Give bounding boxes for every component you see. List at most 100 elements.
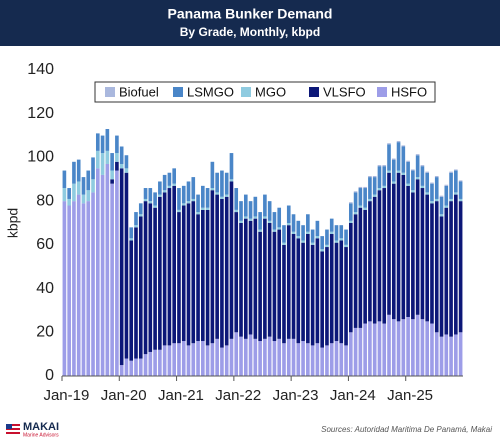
- bar-segment: [411, 170, 415, 191]
- bar-segment: [210, 190, 215, 344]
- bar-segment: [129, 227, 134, 239]
- bar-segment: [434, 176, 439, 178]
- bar-segment: [138, 358, 143, 376]
- bar-segment: [315, 238, 320, 344]
- bar-segment: [158, 349, 162, 376]
- bar-segment: [234, 212, 239, 333]
- bar-segment: [349, 202, 353, 204]
- bar-segment: [86, 201, 91, 376]
- bar-segment: [201, 209, 205, 342]
- legend-swatch: [377, 87, 387, 97]
- bar-segment: [458, 181, 463, 199]
- legend-label: MGO: [255, 84, 286, 99]
- bar-segment: [458, 201, 463, 333]
- bar-segment: [353, 212, 358, 215]
- bar-segment: [191, 343, 196, 376]
- bar-segment: [162, 190, 167, 193]
- bar-segment: [272, 231, 277, 342]
- bar-segment: [210, 343, 215, 376]
- bar-segment: [391, 181, 396, 184]
- bar-segment: [349, 332, 353, 376]
- bar-segment: [296, 238, 301, 344]
- bar-segment: [162, 192, 167, 346]
- bar-segment: [301, 242, 305, 342]
- bar-segment: [344, 345, 348, 376]
- bar-segment: [454, 192, 458, 195]
- bar-segment: [458, 198, 463, 202]
- bar-segment: [181, 203, 186, 206]
- bar-segment: [439, 336, 444, 376]
- bar-segment: [339, 225, 344, 239]
- bar-segment: [396, 170, 401, 173]
- bar-segment: [124, 168, 129, 173]
- bar-segment: [105, 150, 110, 164]
- bar-segment: [220, 347, 224, 376]
- bar-segment: [401, 319, 406, 376]
- bar-segment: [100, 135, 105, 154]
- bar-segment: [396, 142, 401, 171]
- bar-segment: [325, 247, 329, 346]
- bar-segment: [62, 170, 67, 189]
- bar-segment: [124, 172, 129, 359]
- bar-segment: [186, 181, 191, 202]
- bar-segment: [143, 188, 148, 199]
- bar-segment: [253, 338, 258, 376]
- y-tick-label: 20: [36, 324, 54, 341]
- bar-segment: [329, 231, 334, 234]
- bar-segment: [372, 196, 377, 324]
- bar-segment: [76, 159, 81, 182]
- bar-segment: [277, 338, 282, 376]
- bar-segment: [129, 360, 134, 376]
- bar-segment: [196, 214, 200, 342]
- bar-segment: [234, 209, 239, 213]
- bar-segment: [306, 343, 310, 376]
- chart-title: Panama Bunker Demand: [168, 6, 333, 22]
- bar-segment: [215, 338, 219, 376]
- bar-segment: [272, 341, 277, 376]
- bar-segment: [306, 233, 310, 344]
- bar-segment: [382, 188, 387, 324]
- bar-segment: [454, 170, 458, 193]
- bar-segment: [334, 242, 339, 342]
- bar-segment: [172, 168, 176, 184]
- bar-segment: [458, 180, 463, 182]
- bar-segment: [148, 351, 153, 376]
- bar-segment: [334, 341, 339, 376]
- bar-segment: [267, 336, 272, 376]
- bar-segment: [363, 188, 367, 208]
- bar-segment: [224, 345, 229, 376]
- bar-segment: [301, 225, 305, 241]
- bar-segment: [95, 150, 100, 169]
- bar-segment: [153, 207, 157, 350]
- bar-segment: [172, 185, 176, 344]
- bar-segment: [296, 236, 301, 239]
- bar-segment: [263, 194, 267, 217]
- legend: Biofuel LSMGO MGO VLSFO HSFO: [94, 81, 436, 103]
- bar-segment: [243, 216, 248, 219]
- legend-label: LSMGO: [187, 84, 234, 99]
- bar-segment: [220, 196, 224, 199]
- y-tick-label: 40: [36, 280, 54, 297]
- bar-segment: [391, 158, 396, 160]
- bar-segment: [344, 229, 348, 245]
- bar-segment: [425, 192, 430, 195]
- bar-segment: [267, 223, 272, 337]
- bar-segment: [172, 343, 176, 376]
- bar-segment: [277, 229, 282, 339]
- bar-segment: [301, 240, 305, 243]
- bar-segment: [325, 229, 329, 245]
- bar-segment: [181, 341, 186, 376]
- bar-segment: [430, 183, 434, 202]
- bar-segment: [434, 201, 439, 333]
- bar-segment: [382, 185, 387, 189]
- bar-segment: [239, 220, 243, 223]
- bar-segment: [286, 223, 291, 226]
- bar-segment: [406, 316, 410, 376]
- bar-segment: [134, 212, 138, 226]
- bar-segment: [368, 321, 372, 376]
- bar-segment: [425, 194, 430, 322]
- bar-segment: [186, 201, 191, 204]
- bar-segment: [210, 188, 215, 191]
- bar-segment: [191, 201, 196, 344]
- bar-segment: [277, 207, 282, 228]
